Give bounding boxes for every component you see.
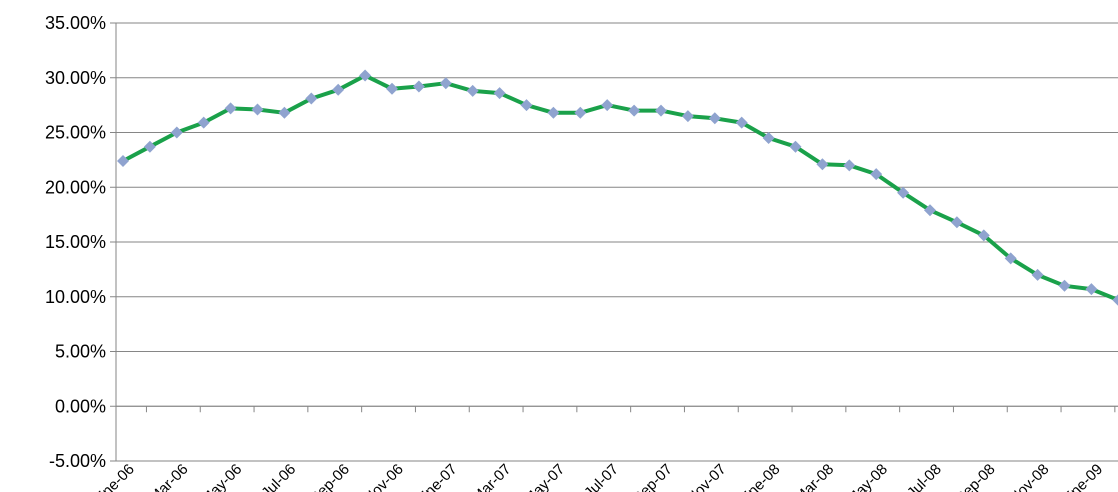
axes [110,22,1118,462]
x-tick-label: Ene-08 [737,461,783,492]
data-point-marker [816,158,829,171]
series [117,69,1118,306]
y-tick-label: 15.00% [45,232,106,252]
y-tick-label: 5.00% [55,342,106,362]
data-point-marker [386,82,398,95]
x-tick-label: Nov-07 [683,461,729,492]
data-point-marker [1031,268,1044,281]
x-tick-label: Sep-08 [952,461,998,492]
data-point-marker [950,216,963,229]
data-point-marker [1112,294,1118,306]
data-point-marker [977,229,990,242]
data-point-marker [251,103,264,116]
data-point-marker [655,104,667,117]
data-point-marker [924,204,936,217]
data-point-marker [143,140,156,153]
data-point-marker [762,131,775,144]
data-point-marker [493,87,506,100]
x-tick-label: May-07 [521,461,568,492]
x-tick-label: Sep-06 [307,461,353,492]
x-tick-label: May-06 [198,461,245,492]
data-point-marker [170,126,183,139]
data-point-marker [1058,279,1071,292]
data-point-marker [628,104,641,117]
y-tick-label: 25.00% [45,123,106,143]
data-point-marker [439,77,452,90]
data-point-marker [681,110,694,123]
data-point-marker [897,186,910,199]
data-point-marker [359,69,372,82]
y-tick-label: 20.00% [45,177,106,197]
y-tick-label: 10.00% [45,287,106,307]
data-point-marker [574,106,587,119]
data-point-marker [601,99,614,112]
x-tick-label: Sep-07 [630,461,676,492]
data-point-marker [278,106,291,119]
data-point-marker [117,154,129,167]
data-point-marker [547,106,560,119]
x-tick-label: Mar-09 [1114,461,1118,492]
data-point-marker [1004,252,1017,265]
data-point-marker [412,80,425,93]
y-axis-tick-labels: 35.00% 30.00% 25.00% 20.00% 15.00% 10.00% 5.00… [45,13,106,471]
data-point-marker [305,92,318,105]
x-axis-tick-labels: Ene-06 Mar-06 May-06 Jul-06 Sep-06 Nov-06 Ene-… [92,461,1118,492]
x-tick-label: Nov-06 [361,461,407,492]
series-line [121,73,1118,302]
x-tick-label: Mar-06 [146,461,192,492]
y-tick-label: -5.00% [49,451,106,471]
data-point-marker [197,116,210,129]
y-tick-label: 30.00% [45,68,106,88]
data-point-marker [843,159,856,172]
x-tick-label: Jul-07 [581,461,622,492]
data-point-marker [789,140,802,153]
data-point-marker [870,168,883,181]
data-point-marker [1085,283,1098,296]
x-tick-label: Jul-06 [258,461,299,492]
x-tick-label: Nov-08 [1006,461,1052,492]
y-tick-label: 0.00% [55,396,106,416]
x-tick-label: Mar-07 [469,461,515,492]
data-point-marker [466,84,479,97]
data-point-marker [332,83,345,96]
data-point-marker [224,102,237,115]
x-tick-label: Mar-08 [792,461,838,492]
x-tick-label: Jul-08 [904,461,945,492]
data-point-marker [520,99,533,112]
gridlines [116,22,1118,462]
x-tick-label: May-08 [844,461,891,492]
x-tick-label: Ene-09 [1060,461,1106,492]
x-tick-label: Ene-07 [414,461,460,492]
data-point-marker [708,112,721,125]
data-point-marker [735,116,748,129]
y-tick-label: 35.00% [45,13,106,33]
